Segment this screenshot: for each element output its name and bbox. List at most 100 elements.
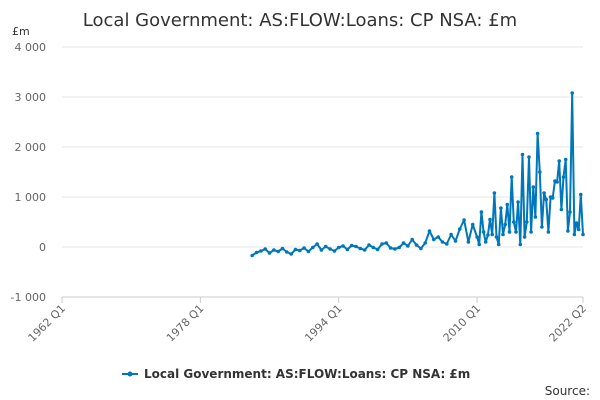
data-point[interactable] <box>509 175 514 179</box>
data-point[interactable] <box>419 246 423 251</box>
data-point[interactable] <box>488 217 492 222</box>
data-point[interactable] <box>397 245 402 250</box>
data-point[interactable] <box>380 242 384 246</box>
data-point[interactable] <box>440 240 445 244</box>
data-point[interactable] <box>486 233 490 237</box>
data-point[interactable] <box>354 244 358 249</box>
data-point[interactable] <box>293 247 298 252</box>
data-point[interactable] <box>254 250 259 255</box>
data-point[interactable] <box>544 197 548 202</box>
data-point[interactable] <box>477 242 482 247</box>
data-point[interactable] <box>542 191 546 195</box>
data-point[interactable] <box>470 222 475 227</box>
data-point[interactable] <box>375 247 380 252</box>
data-point[interactable] <box>525 220 529 224</box>
data-point[interactable] <box>507 230 512 234</box>
data-point[interactable] <box>546 230 551 234</box>
data-point[interactable] <box>557 159 561 163</box>
data-point[interactable] <box>345 247 350 252</box>
data-point[interactable] <box>483 240 488 244</box>
data-point[interactable] <box>406 244 410 248</box>
data-point[interactable] <box>572 232 577 237</box>
data-point[interactable] <box>384 241 389 245</box>
data-point[interactable] <box>358 246 363 251</box>
data-point[interactable] <box>555 180 559 184</box>
data-point[interactable] <box>529 230 533 234</box>
data-point[interactable] <box>362 248 367 252</box>
data-point[interactable] <box>462 218 466 222</box>
data-point[interactable] <box>311 245 315 250</box>
data-point[interactable] <box>414 243 419 247</box>
data-point[interactable] <box>458 227 462 231</box>
data-point[interactable] <box>349 243 354 248</box>
data-point[interactable] <box>328 247 332 251</box>
data-point[interactable] <box>574 221 579 225</box>
data-point[interactable] <box>518 242 523 247</box>
data-point[interactable] <box>516 200 520 204</box>
data-point[interactable] <box>466 240 471 244</box>
data-point[interactable] <box>503 222 508 227</box>
data-point[interactable] <box>276 249 281 254</box>
data-point[interactable] <box>272 248 276 252</box>
data-point[interactable] <box>298 248 302 253</box>
data-point[interactable] <box>481 230 486 234</box>
data-point[interactable] <box>563 157 568 162</box>
data-point[interactable] <box>531 185 536 189</box>
data-point[interactable] <box>540 225 544 229</box>
data-point[interactable] <box>527 155 531 159</box>
data-point[interactable] <box>332 249 337 253</box>
data-point[interactable] <box>250 253 254 258</box>
data-point[interactable] <box>285 250 289 254</box>
data-point[interactable] <box>336 245 341 250</box>
data-point[interactable] <box>581 232 585 237</box>
data-point[interactable] <box>341 244 345 248</box>
data-point[interactable] <box>371 245 376 250</box>
data-point[interactable] <box>512 220 516 224</box>
data-point[interactable] <box>490 232 495 237</box>
data-point[interactable] <box>496 242 501 247</box>
data-point[interactable] <box>453 239 458 243</box>
legend[interactable]: Local Government: AS:FLOW:Loans: CP NSA:… <box>122 367 470 381</box>
data-point[interactable] <box>533 215 538 219</box>
data-point[interactable] <box>319 248 324 252</box>
data-point[interactable] <box>505 202 510 207</box>
data-point[interactable] <box>401 241 406 245</box>
data-point[interactable] <box>568 210 572 214</box>
data-point[interactable] <box>445 242 449 246</box>
data-point[interactable] <box>566 229 570 233</box>
data-point[interactable] <box>576 227 581 232</box>
data-point[interactable] <box>423 241 428 245</box>
data-point[interactable] <box>538 170 542 174</box>
data-point[interactable] <box>427 229 432 233</box>
data-point[interactable] <box>280 246 285 251</box>
data-point[interactable] <box>535 131 540 136</box>
data-point[interactable] <box>410 237 415 242</box>
data-point[interactable] <box>306 249 311 254</box>
data-point[interactable] <box>432 237 436 242</box>
data-point[interactable] <box>579 192 583 197</box>
data-point[interactable] <box>550 196 555 200</box>
data-point[interactable] <box>323 244 328 249</box>
data-point[interactable] <box>520 152 525 157</box>
data-point[interactable] <box>492 191 497 195</box>
data-point[interactable] <box>259 249 263 253</box>
data-point[interactable] <box>289 252 294 256</box>
data-point[interactable] <box>449 232 453 237</box>
data-point[interactable] <box>499 206 503 210</box>
data-point[interactable] <box>436 235 441 239</box>
data-point[interactable] <box>393 247 397 251</box>
data-point[interactable] <box>475 235 479 239</box>
data-point[interactable] <box>479 210 484 214</box>
data-point[interactable] <box>570 91 574 95</box>
data-point[interactable] <box>522 235 527 239</box>
data-point[interactable] <box>388 246 393 250</box>
data-point[interactable] <box>501 232 505 237</box>
data-point[interactable] <box>315 242 319 246</box>
data-point[interactable] <box>559 207 564 212</box>
data-point[interactable] <box>514 230 518 234</box>
data-point[interactable] <box>263 247 268 251</box>
data-point[interactable] <box>367 243 371 247</box>
data-point[interactable] <box>494 235 499 239</box>
data-point[interactable] <box>561 175 566 179</box>
data-point[interactable] <box>267 251 272 255</box>
